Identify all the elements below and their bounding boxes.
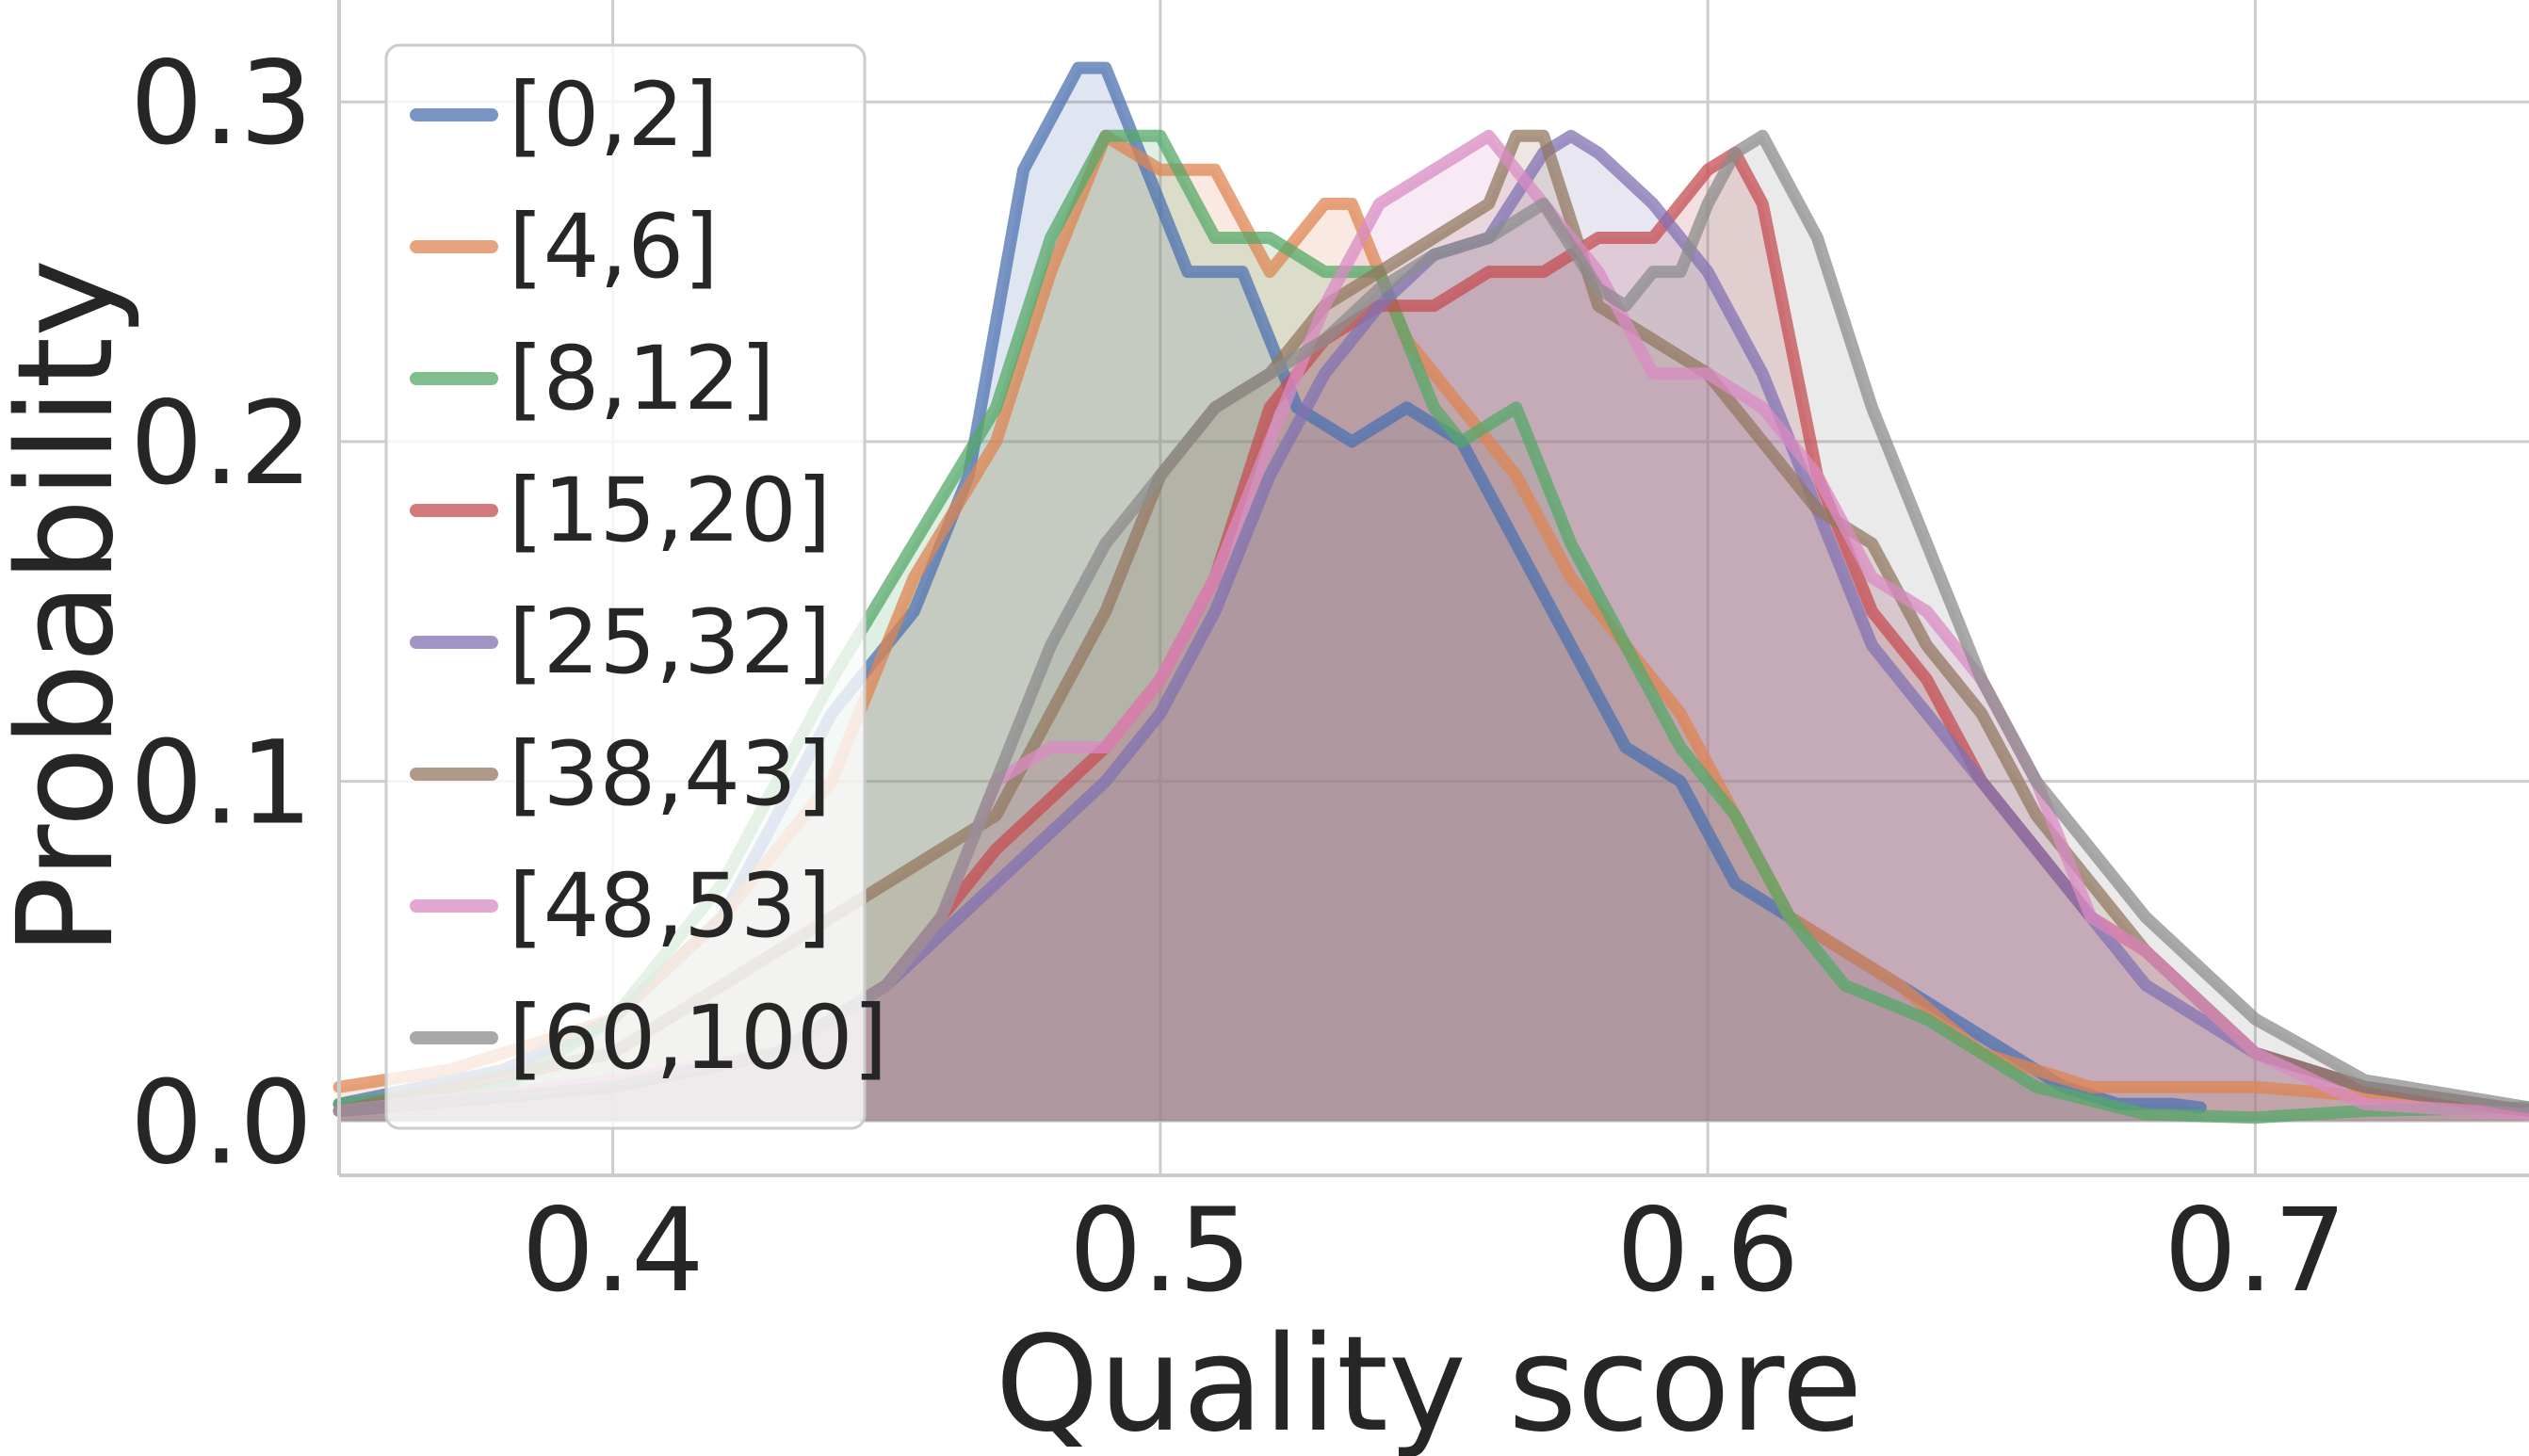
x-tick-label: 0.6 [1616,1184,1799,1318]
y-axis-label: Probability [0,259,143,956]
series-lines [332,61,2529,1124]
x-tick-labels: 0.4 0.5 0.6 0.7 [522,1184,2347,1318]
series-area-5 [339,136,2529,1122]
legend-label: [8,12] [509,328,775,430]
series-area-4 [339,136,2529,1122]
series-line-2 [332,129,2529,1124]
series-line-4 [332,129,2529,1117]
y-tick-label: 0.1 [130,717,313,850]
x-tick-label: 0.5 [1069,1184,1252,1318]
x-tick-label: 0.7 [2164,1184,2346,1318]
plot-area [332,0,2529,1177]
series-line-7 [332,129,2529,1117]
series-area-2 [339,136,2529,1122]
y-tick-labels: 0.0 0.1 0.2 0.3 [130,37,313,1189]
legend-label: [48,53] [509,855,831,958]
axis-spines [337,0,2529,1177]
series-area-7 [339,136,2529,1122]
series-line-5 [332,129,2529,1117]
y-tick-label: 0.2 [130,377,313,510]
legend-items: [0,2] [4,6] [8,12] [15,20] [25,32] [38,43] [48… [410,64,887,1090]
series-area-3 [339,153,2529,1122]
legend-label: [15,20] [509,460,831,562]
legend-label: [0,2] [509,64,719,167]
legend-label: [4,6] [509,196,719,299]
legend-box [384,43,867,1130]
legend-label: [25,32] [509,591,831,694]
legend-label: [60,100] [509,987,887,1090]
series-area-6 [339,136,2529,1122]
y-tick-label: 0.0 [130,1056,313,1189]
series-line-0 [332,61,2207,1114]
y-tick-label: 0.3 [130,37,313,170]
x-axis-label: Quality score [996,1308,1863,1456]
series-area-1 [339,136,2529,1122]
legend: [0,2] [4,6] [8,12] [15,20] [25,32] [38,43] [48… [384,43,887,1130]
legend-label: [38,43] [509,723,831,826]
x-tick-label: 0.4 [522,1184,705,1318]
